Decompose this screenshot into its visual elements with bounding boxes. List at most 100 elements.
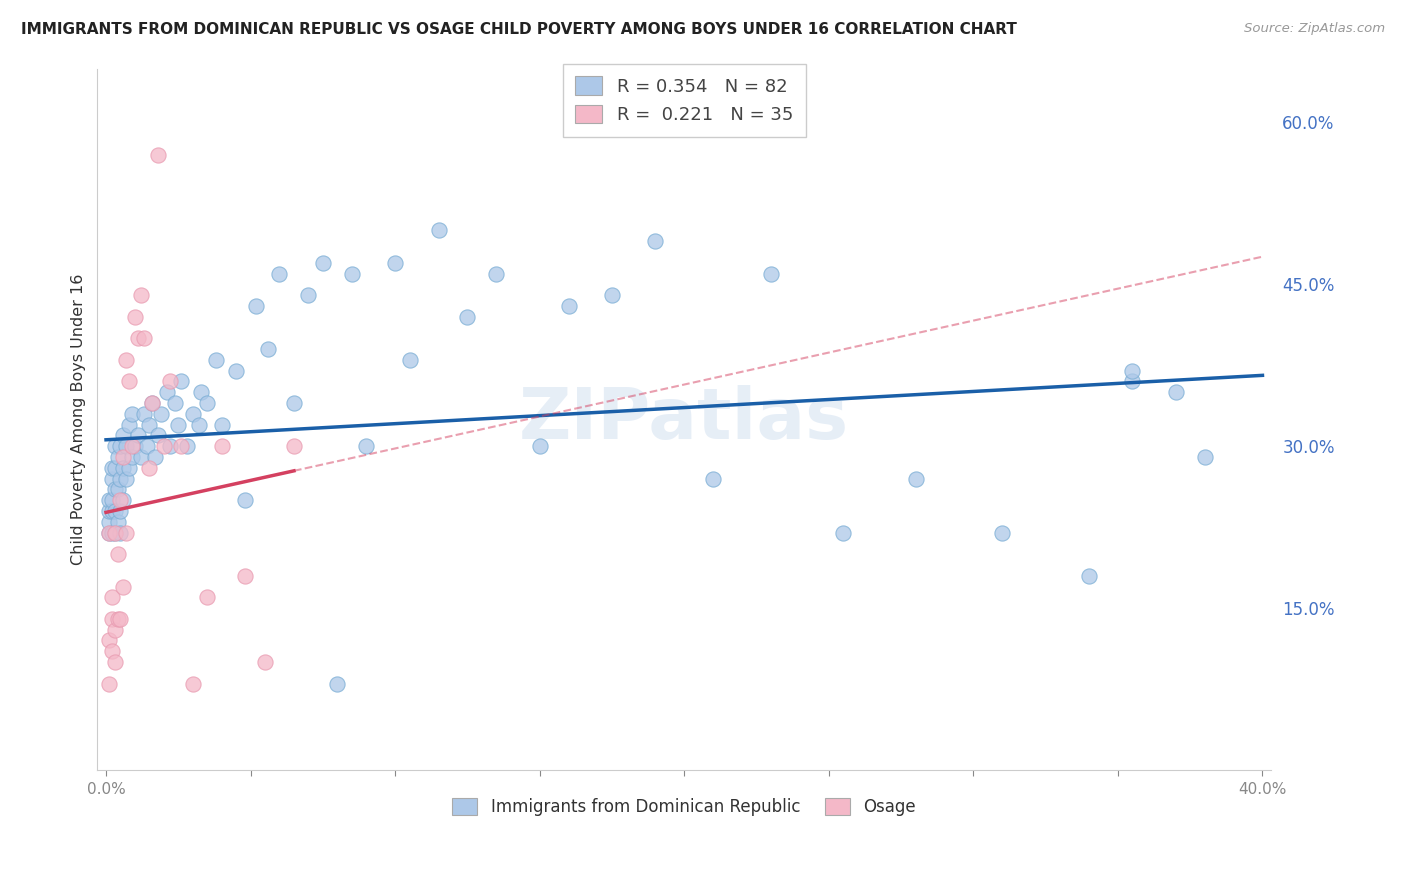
Point (187, 417, 209, 432)
Point (115, 472, 138, 486)
Point (97, 525, 120, 540)
Point (156, 385, 179, 400)
Point (141, 396, 163, 410)
Point (181, 676, 204, 690)
Point (110, 504, 132, 518)
Text: IMMIGRANTS FROM DOMINICAN REPUBLIC VS OSAGE CHILD POVERTY AMONG BOYS UNDER 16 CO: IMMIGRANTS FROM DOMINICAN REPUBLIC VS OS… (21, 22, 1017, 37)
Point (167, 417, 190, 432)
Point (101, 504, 124, 518)
Point (121, 407, 143, 421)
Point (354, 439, 377, 453)
Point (170, 375, 193, 389)
Point (600, 288, 623, 302)
Point (110, 493, 132, 508)
Point (190, 385, 212, 400)
Point (245, 299, 267, 313)
Point (97, 504, 120, 518)
Point (1078, 568, 1101, 582)
Point (112, 460, 135, 475)
Point (195, 396, 218, 410)
Point (107, 547, 129, 561)
Point (101, 460, 124, 475)
Point (121, 439, 143, 453)
Point (1121, 375, 1143, 389)
Point (104, 460, 127, 475)
Point (233, 493, 256, 508)
Point (557, 299, 579, 313)
Point (143, 450, 166, 464)
Point (101, 493, 124, 508)
Point (101, 612, 124, 626)
Y-axis label: Child Poverty Among Boys Under 16: Child Poverty Among Boys Under 16 (72, 274, 86, 565)
Point (110, 612, 132, 626)
Point (159, 439, 181, 453)
Point (110, 439, 132, 453)
Point (118, 375, 141, 389)
Point (195, 591, 218, 605)
Point (118, 417, 141, 432)
Point (257, 342, 280, 356)
Point (132, 331, 155, 345)
Point (1194, 450, 1216, 464)
Point (759, 267, 782, 281)
Point (211, 417, 233, 432)
Point (97, 525, 120, 540)
Point (211, 439, 233, 453)
Point (170, 439, 193, 453)
Point (101, 644, 124, 658)
Point (146, 148, 169, 162)
Point (104, 483, 127, 497)
Point (312, 256, 335, 270)
Text: Source: ZipAtlas.com: Source: ZipAtlas.com (1244, 22, 1385, 36)
Point (124, 310, 146, 324)
Point (832, 525, 855, 540)
Point (326, 676, 349, 690)
Point (127, 331, 149, 345)
Point (456, 310, 478, 324)
Point (112, 450, 135, 464)
Point (132, 407, 155, 421)
Point (529, 439, 551, 453)
Point (101, 472, 124, 486)
Point (138, 417, 160, 432)
Point (644, 234, 666, 248)
Point (97, 633, 120, 648)
Point (165, 396, 187, 410)
Point (104, 504, 127, 518)
Point (702, 472, 724, 486)
Point (107, 515, 129, 529)
Point (115, 525, 138, 540)
Point (97, 515, 120, 529)
Point (138, 460, 160, 475)
Point (254, 655, 277, 669)
Point (107, 483, 129, 497)
Point (97, 493, 120, 508)
Point (146, 428, 169, 442)
Point (384, 256, 406, 270)
Point (110, 525, 132, 540)
Point (107, 612, 129, 626)
Point (101, 525, 124, 540)
Point (233, 568, 256, 582)
Point (1121, 364, 1143, 378)
Point (127, 428, 149, 442)
Point (129, 450, 152, 464)
Point (112, 428, 135, 442)
Point (121, 450, 143, 464)
Point (115, 439, 138, 453)
Point (176, 439, 198, 453)
Point (153, 439, 176, 453)
Point (205, 352, 228, 367)
Point (112, 493, 135, 508)
Point (124, 439, 146, 453)
Point (115, 352, 138, 367)
Point (269, 267, 291, 281)
Point (118, 460, 141, 475)
Point (104, 655, 127, 669)
Point (104, 439, 127, 453)
Point (283, 439, 305, 453)
Point (141, 396, 163, 410)
Point (159, 375, 181, 389)
Point (904, 472, 927, 486)
Point (110, 472, 132, 486)
